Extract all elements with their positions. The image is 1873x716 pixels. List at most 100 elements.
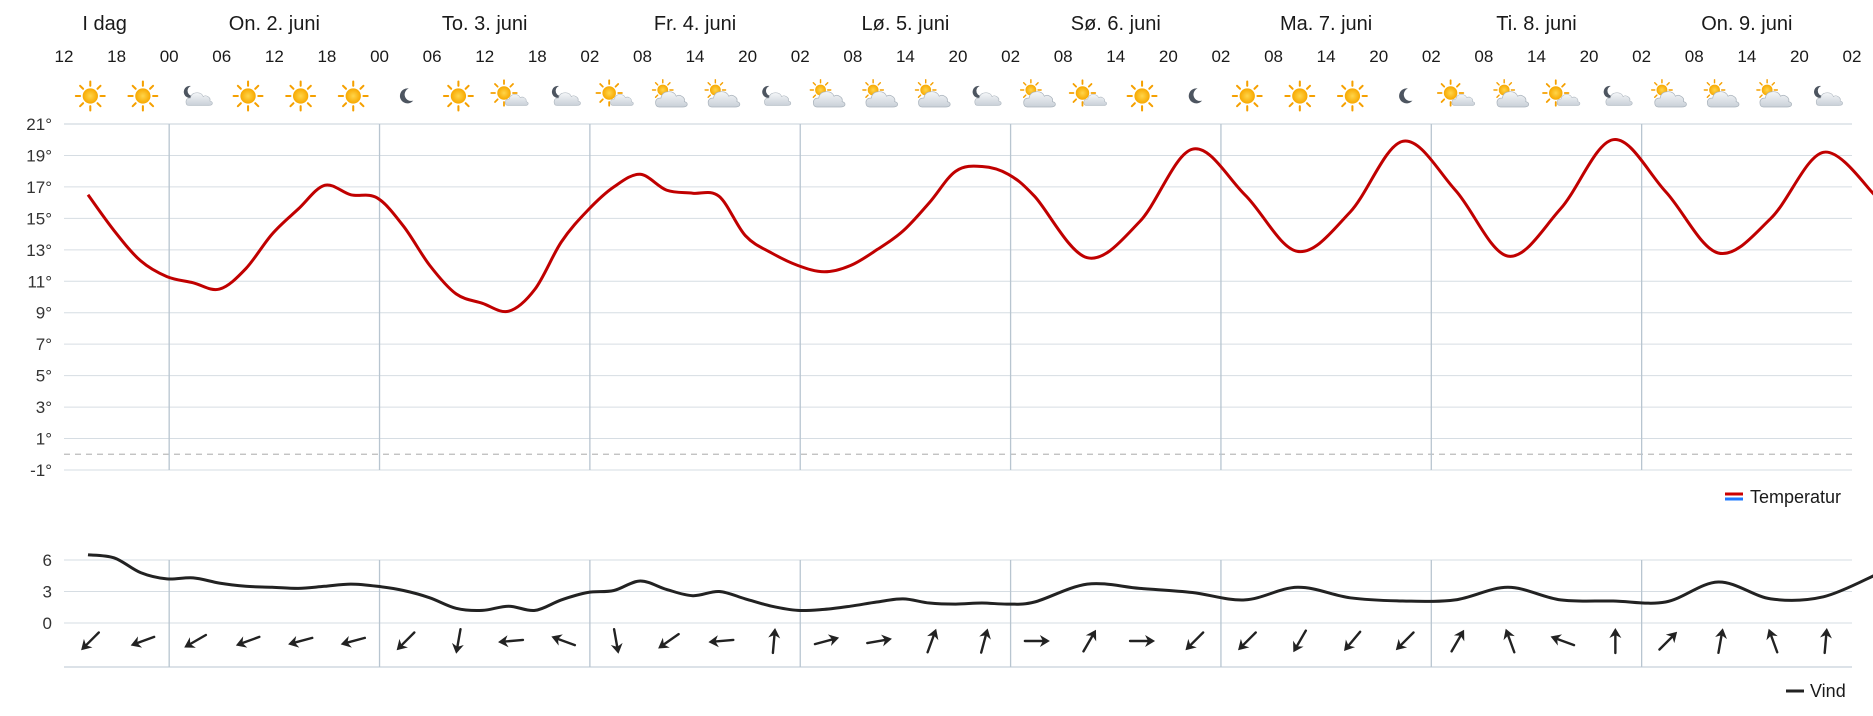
- cloud-icon: [1815, 92, 1843, 106]
- wind-arrow-icon: [235, 635, 261, 648]
- temp-tick-label: -1°: [30, 461, 52, 480]
- wind-arrow-shaft: [1241, 631, 1257, 648]
- wind-arrow-shaft: [1398, 631, 1415, 648]
- partly-cloudy-day-icon: [1068, 79, 1107, 107]
- sun-icon: [127, 80, 159, 112]
- sun-icon: [1126, 80, 1158, 112]
- wind-arrow-icon: [1609, 628, 1622, 655]
- moon-icon: [1399, 88, 1413, 104]
- moon-icon: [399, 88, 414, 104]
- wind-arrow-head: [1293, 640, 1304, 653]
- wind-line: [87, 553, 1873, 613]
- wind-arrow-shaft: [399, 631, 416, 648]
- cloud-icon: [974, 92, 1002, 106]
- temp-tick-label: 21°: [26, 115, 52, 134]
- wind-arrow-head: [288, 635, 300, 648]
- day-label: Ma. 7. juni: [1280, 13, 1372, 35]
- temp-tick-label: 9°: [36, 304, 52, 323]
- wind-arrow-icon: [1185, 631, 1205, 651]
- wind-arrow-shaft: [979, 633, 988, 654]
- wind-arrow-icon: [288, 635, 314, 648]
- wind-arrow-head: [1395, 638, 1408, 651]
- sun-icon: [1284, 80, 1316, 112]
- wind-arrow-icon: [1715, 628, 1727, 655]
- hour-label: 14: [896, 47, 915, 66]
- wind-arrow-shaft: [1082, 633, 1095, 653]
- hour-label: 08: [1474, 47, 1493, 66]
- wind-arrow-head: [1145, 635, 1156, 647]
- wind-arrow-shaft: [926, 633, 936, 654]
- hour-label: 08: [1054, 47, 1073, 66]
- wind-arrow-head: [827, 634, 840, 647]
- sun-icon: [285, 80, 317, 112]
- wind-arrow-icon: [498, 635, 525, 648]
- sun-icon: [1126, 80, 1158, 112]
- sun-icon: [1336, 80, 1368, 112]
- hour-label: 14: [686, 47, 705, 66]
- wind-arrow-shaft: [292, 636, 314, 645]
- wind-arrow-icon: [551, 634, 577, 647]
- wind-arrow-icon: [1766, 628, 1779, 654]
- hour-label: 02: [1211, 47, 1230, 66]
- hour-label: 08: [1264, 47, 1283, 66]
- legend-temperature-label: Temperatur: [1750, 487, 1841, 507]
- wind-arrow-head: [881, 634, 892, 647]
- hour-label: 00: [370, 47, 389, 66]
- wind-arrow-head: [551, 634, 563, 646]
- wind-arrow-head: [1609, 628, 1622, 638]
- wind-arrow-head: [130, 636, 143, 648]
- partly-cloudy-day-icon: [1436, 79, 1476, 107]
- cloud-icon: [764, 92, 792, 106]
- wind-arrow-head: [927, 628, 939, 641]
- wind-arrow-shaft: [502, 638, 525, 643]
- wind-arrow-shaft: [661, 632, 680, 647]
- hour-label: 02: [1422, 47, 1441, 66]
- temp-tick-label: 11°: [28, 272, 52, 291]
- wind-arrow-icon: [866, 634, 892, 647]
- wind-arrow-shaft: [1188, 631, 1205, 648]
- wind-arrow-icon: [768, 628, 781, 655]
- cloud-icon: [1605, 92, 1633, 106]
- wind-arrow-head: [81, 638, 93, 651]
- wind-arrow-icon: [926, 628, 939, 654]
- partly-cloudy-night-icon: [972, 85, 1002, 106]
- hour-label: 08: [633, 47, 652, 66]
- wind-arrow-head: [658, 637, 670, 649]
- wind-arrow-head: [1344, 639, 1356, 651]
- wind-arrow-icon: [1550, 634, 1576, 647]
- wind-arrow-shaft: [813, 637, 835, 646]
- wind-arrow-head: [1453, 629, 1465, 642]
- hour-label: 20: [1580, 47, 1599, 66]
- wind-tick-label: 6: [43, 551, 52, 570]
- sun-icon: [337, 80, 369, 112]
- wind-arrow-icon: [184, 633, 208, 648]
- sun-icon: [1231, 80, 1263, 112]
- wind-arrow-icon: [1658, 631, 1678, 651]
- hour-label: 18: [528, 47, 547, 66]
- partly-cloudy-night-icon: [551, 85, 581, 106]
- hour-label: 02: [1001, 47, 1020, 66]
- moon-icon: [1399, 88, 1413, 104]
- wind-arrow-shaft: [866, 638, 888, 645]
- hour-label: 20: [1790, 47, 1809, 66]
- hour-label: 08: [1685, 47, 1704, 66]
- cloudy-sun-icon: [914, 79, 951, 108]
- temperature-line: [86, 138, 1873, 314]
- day-label: Ti. 8. juni: [1496, 13, 1576, 35]
- hour-label: 12: [475, 47, 494, 66]
- wind-arrow-head: [235, 636, 248, 648]
- hour-label: 14: [1527, 47, 1546, 66]
- wind-arrow-icon: [396, 631, 416, 651]
- sun-icon: [442, 80, 474, 112]
- temp-tick-label: 19°: [26, 146, 52, 165]
- wind-arrow-head: [498, 635, 509, 648]
- day-label: On. 9. juni: [1701, 13, 1792, 35]
- cloudy-sun-icon: [1019, 79, 1056, 108]
- sun-icon: [442, 80, 474, 112]
- hour-label: 02: [1632, 47, 1651, 66]
- sun-icon: [1231, 80, 1263, 112]
- partly-cloudy-night-icon: [1603, 85, 1633, 106]
- wind-arrow-icon: [1503, 628, 1516, 654]
- wind-arrow-head: [708, 635, 719, 648]
- day-label: Sø. 6. juni: [1071, 13, 1161, 35]
